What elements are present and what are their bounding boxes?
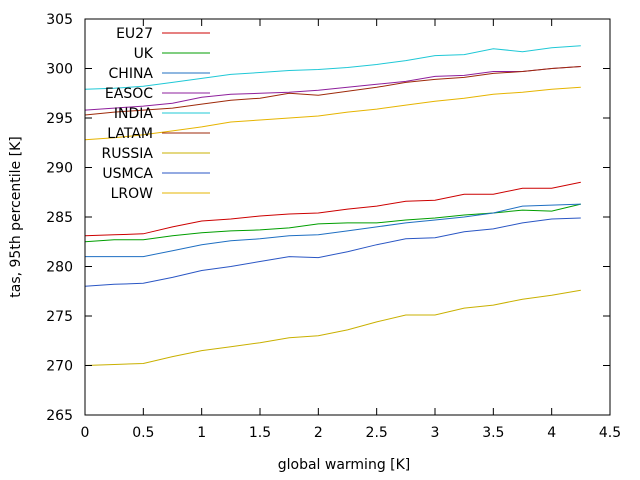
x-tick-label: 0 <box>81 425 90 441</box>
legend-label-lrow: LROW <box>111 186 154 202</box>
y-tick-label: 295 <box>46 111 73 127</box>
legend-label-usmca: USMCA <box>102 166 153 182</box>
x-tick-label: 0.5 <box>132 425 154 441</box>
plot-content <box>84 45 581 366</box>
y-tick-label: 300 <box>46 62 73 78</box>
y-tick-label: 305 <box>46 12 73 28</box>
x-tick-label: 2 <box>314 425 323 441</box>
x-tick-label: 1 <box>197 425 206 441</box>
y-tick-label: 290 <box>46 161 73 177</box>
y-axis-label: tas, 95th percentile [K] <box>8 136 24 297</box>
series-line-easoc <box>84 66 581 111</box>
y-tick-label: 285 <box>46 210 73 226</box>
legend-label-latam: LATAM <box>107 126 153 142</box>
series-line-russia <box>84 289 581 366</box>
y-tick-label: 280 <box>46 260 73 276</box>
axis-ticks <box>84 18 611 416</box>
series-line-usmca <box>84 217 581 287</box>
legend-label-uk: UK <box>134 46 154 62</box>
legend: EU27 UK CHINA EASOC INDIA LATAM RUSSIA USMCA LRO… <box>102 26 210 202</box>
axis-tick-labels: 0 0.5 1 1.5 2 2.5 3 3.5 4 4.5 265 270 275 280 285 290 29… <box>46 12 621 441</box>
x-tick-label: 3.5 <box>482 425 504 441</box>
y-tick-label: 265 <box>46 408 73 424</box>
x-tick-label: 2.5 <box>366 425 388 441</box>
x-tick-label: 4.5 <box>599 425 621 441</box>
x-axis-label: global warming [K] <box>278 457 411 473</box>
legend-label-eu27: EU27 <box>116 26 153 42</box>
legend-label-china: CHINA <box>109 66 154 82</box>
y-tick-label: 275 <box>46 309 73 325</box>
series-line-india <box>84 45 581 90</box>
series-line-uk <box>84 203 581 243</box>
series-line-lrow <box>84 86 581 141</box>
legend-label-easoc: EASOC <box>105 86 153 102</box>
y-tick-label: 270 <box>46 359 73 375</box>
x-tick-label: 3 <box>431 425 440 441</box>
plot-frame <box>84 18 611 416</box>
series-line-eu27 <box>84 181 581 237</box>
x-tick-label: 4 <box>547 425 556 441</box>
series-line-latam <box>84 66 581 116</box>
series-line-china <box>85 203 581 258</box>
legend-label-india: INDIA <box>114 106 154 122</box>
x-tick-label: 1.5 <box>249 425 271 441</box>
legend-label-russia: RUSSIA <box>102 146 154 162</box>
